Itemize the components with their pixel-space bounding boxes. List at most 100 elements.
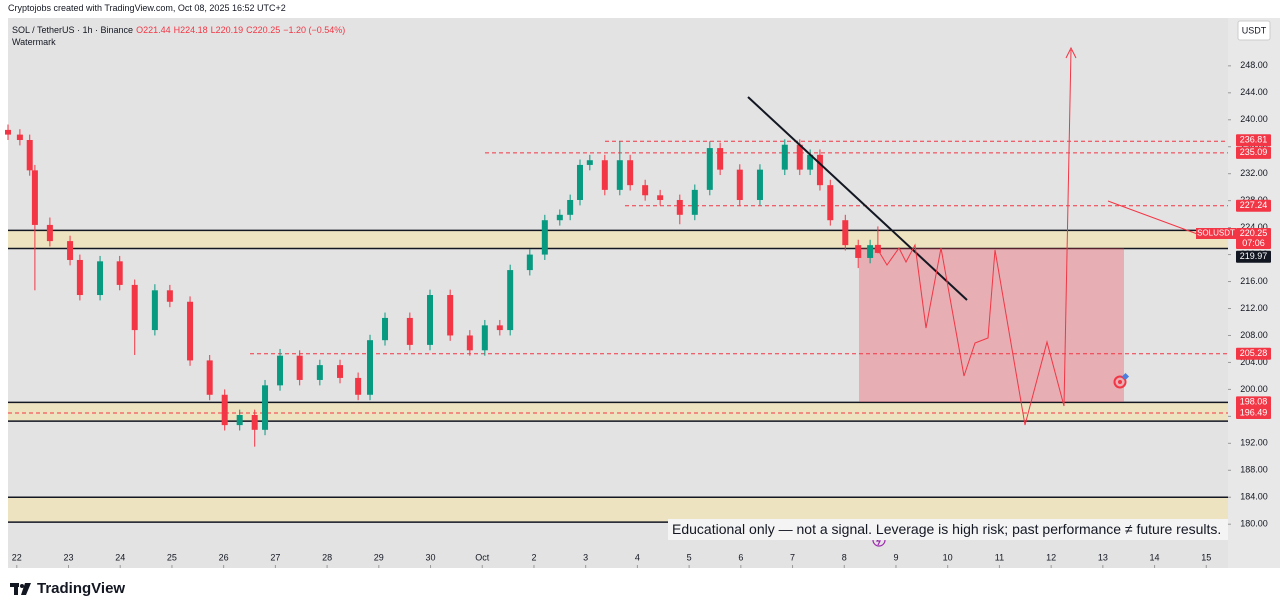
- price-tags: 236.81 235.09 227.24 219.97 205.28 198.08196.…: [1196, 134, 1271, 420]
- zone: [8, 402, 1228, 422]
- y-tick-label: 192.00: [1240, 438, 1268, 448]
- x-tick-label: 2: [531, 552, 536, 562]
- zones: [8, 229, 1228, 523]
- x-tick-label: 12: [1046, 552, 1056, 562]
- candle-body: [496, 325, 503, 331]
- price-tag: [1236, 407, 1271, 420]
- x-tick-label: 7: [790, 552, 795, 562]
- currency[interactable]: USDT: [1242, 25, 1267, 35]
- x-tick-label: 29: [374, 552, 384, 562]
- candle-body: [67, 241, 74, 260]
- candle-body: [576, 164, 583, 200]
- candle-body: [406, 317, 413, 345]
- candle-body: [46, 224, 53, 242]
- candle-body: [206, 360, 213, 395]
- candle-body: [781, 144, 788, 170]
- zone: [8, 497, 1228, 523]
- pointer-line: [1107, 200, 1201, 236]
- x-tick-label: 23: [64, 552, 74, 562]
- x-tick-label: 9: [893, 552, 898, 562]
- price-tag: [1236, 146, 1271, 159]
- price-tag: [1236, 396, 1271, 409]
- candle-body: [236, 414, 243, 426]
- candle-body: [447, 295, 454, 336]
- x-tick-label: 25: [167, 552, 177, 562]
- candle-body: [367, 340, 374, 395]
- x-tick-label: 26: [219, 552, 229, 562]
- candle-body: [601, 160, 608, 190]
- x-tick-label: 6: [738, 552, 743, 562]
- candle-body: [706, 148, 713, 190]
- x-tick-label: 24: [115, 552, 125, 562]
- y-tick-label: 204.00: [1240, 357, 1268, 367]
- y-tick-label: 232.00: [1240, 168, 1268, 178]
- candle-body: [262, 385, 269, 430]
- x-tick-label: 4: [635, 552, 640, 562]
- quote: O221.44: [136, 25, 171, 35]
- candle-body: [616, 160, 623, 190]
- price-tag-label: 198.08: [1240, 397, 1268, 407]
- quote: −1.20 (−0.54%): [283, 25, 346, 35]
- symbol-tag-label: SOLUSDT: [1197, 229, 1235, 238]
- candle-body: [676, 199, 683, 215]
- y-tick-label: 216.00: [1240, 276, 1268, 286]
- y-tick-label: 248.00: [1240, 60, 1268, 70]
- candle-body: [337, 365, 344, 378]
- candle-body: [842, 220, 849, 246]
- arrow-head: [1065, 46, 1077, 59]
- symbol: SOL / TetherUS · 1h · Binance: [12, 25, 134, 35]
- projection-path: [877, 49, 1072, 426]
- x-tick-label: 5: [687, 552, 692, 562]
- price-axis: [1228, 18, 1280, 568]
- candle-body: [76, 259, 83, 296]
- x-tick-label: 8: [842, 552, 847, 562]
- quote: L220.19: [210, 25, 244, 35]
- candle-body: [736, 169, 743, 200]
- x-tick-label: 30: [426, 552, 436, 562]
- candle-body: [657, 195, 664, 200]
- y-tick-label: 240.00: [1240, 114, 1268, 124]
- candle-body: [221, 394, 228, 426]
- quote: H224.18: [173, 25, 208, 35]
- last-price-label: 220.25: [1240, 228, 1268, 238]
- y-tick-label: 188.00: [1240, 465, 1268, 475]
- footer: TradingView: [10, 580, 125, 597]
- x-tick-label: 13: [1098, 552, 1108, 562]
- y-tick-label: 212.00: [1240, 303, 1268, 313]
- candle-body: [31, 170, 38, 225]
- x-tick-label: Oct: [475, 552, 490, 562]
- y-tick-label: 180.00: [1240, 519, 1268, 529]
- axes: 180.00184.00188.00192.00196.00200.00204.…: [12, 60, 1268, 568]
- candle-body: [187, 301, 194, 361]
- candle-body: [277, 355, 284, 386]
- candle-body: [251, 414, 258, 430]
- candle-body: [627, 160, 634, 186]
- zone: [8, 230, 1228, 249]
- candle-body: [355, 377, 362, 395]
- price-tag-label: 235.09: [1240, 147, 1268, 157]
- candle-body: [717, 148, 724, 170]
- candle-body: [567, 199, 574, 215]
- candle-body: [151, 290, 158, 331]
- x-tick-label: 22: [12, 552, 22, 562]
- price-tag-label: 227.24: [1240, 200, 1268, 210]
- x-tick-label: 14: [1150, 552, 1160, 562]
- candle-body: [642, 185, 649, 196]
- price-tag-label: 236.81: [1240, 135, 1268, 145]
- candle-body: [556, 214, 563, 221]
- x-tick-label: 28: [322, 552, 332, 562]
- candles: [5, 124, 881, 447]
- candle-body: [26, 139, 33, 171]
- candle-body: [756, 169, 763, 200]
- price-tag-label: 196.49: [1240, 407, 1268, 417]
- x-tick-label: 3: [583, 552, 588, 562]
- legend-row: SOL / TetherUS · 1h · Binance O221.44 H224…: [12, 24, 345, 36]
- currency-button[interactable]: [1237, 20, 1271, 41]
- candle-body: [116, 261, 123, 285]
- candle-body: [526, 254, 533, 271]
- logo: [10, 582, 31, 595]
- x-tick-label: 10: [943, 552, 953, 562]
- brand: TradingView: [37, 580, 126, 597]
